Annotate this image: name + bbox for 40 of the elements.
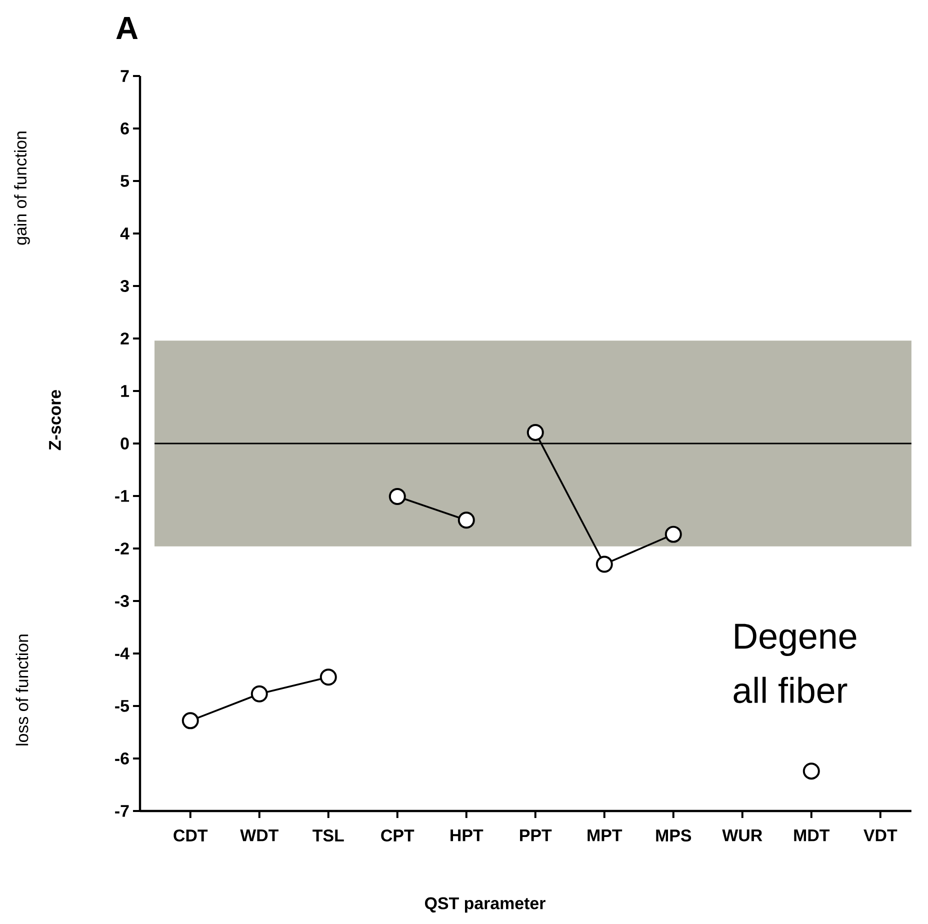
y-tick-label: -5 [115, 700, 130, 712]
y-tick-label: 4 [120, 228, 130, 240]
text: A [116, 17, 138, 39]
x-tick-label: VDT [864, 830, 898, 842]
y-tick-label: 1 [121, 385, 130, 397]
x-tick-label: PPT [520, 830, 552, 842]
y-tick-label: 3 [120, 280, 129, 292]
point [388, 488, 406, 506]
x-tick-label: CDT [174, 830, 208, 842]
y-tick-label: -2 [115, 542, 129, 554]
annotation: all fiber [734, 676, 848, 704]
y-tick-label: 7 [120, 70, 129, 82]
point [182, 712, 199, 730]
x-tick-label: MDT [794, 830, 830, 842]
x-tick-label: WUR [722, 830, 762, 842]
y-tick-label: 6 [120, 122, 129, 134]
y-tick-label: -4 [115, 648, 130, 660]
point [664, 526, 682, 543]
text: loss of function [16, 634, 28, 746]
text: gain of function [14, 132, 30, 245]
point [458, 512, 475, 529]
y-tick-label: -3 [115, 594, 129, 607]
point [526, 424, 544, 441]
x-axis-title: QST parameter [424, 897, 546, 913]
y-tick-label: 0 [120, 437, 129, 450]
x-tick-label: HPT [450, 830, 484, 842]
point [250, 685, 268, 702]
y-tick-label: 5 [120, 175, 130, 187]
x-tick-label: MPS [656, 830, 692, 842]
x-tick-label: WDT [240, 830, 278, 842]
y-axis-title: Z-score [49, 390, 61, 450]
y-tick-label: -7 [115, 805, 129, 817]
y-tick-label: 2 [120, 332, 129, 344]
y-tick-label: -6 [115, 752, 129, 764]
point [596, 556, 613, 573]
annotation: Degene [735, 624, 856, 656]
x-tick-label: MPT [588, 830, 622, 842]
y-tick-label: -1 [115, 490, 130, 502]
x-tick-label: TSL [312, 830, 344, 842]
x-tick-label: CPT [381, 830, 414, 842]
